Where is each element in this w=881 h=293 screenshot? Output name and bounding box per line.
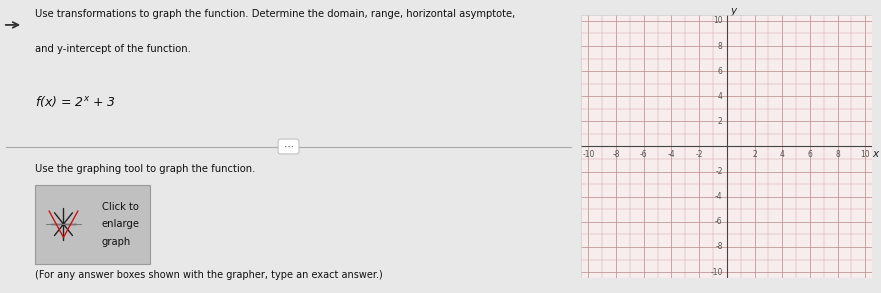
Text: 2: 2	[752, 150, 757, 159]
Text: 8: 8	[835, 150, 840, 159]
Text: -4: -4	[668, 150, 675, 159]
Text: ⋯: ⋯	[280, 142, 297, 151]
Text: -6: -6	[715, 217, 722, 226]
Text: 6: 6	[718, 67, 722, 76]
Text: Use transformations to graph the function. Determine the domain, range, horizont: Use transformations to graph the functio…	[34, 9, 515, 19]
Text: -8: -8	[715, 242, 722, 251]
Text: Use the graphing tool to graph the function.: Use the graphing tool to graph the funct…	[34, 164, 255, 174]
Text: -10: -10	[582, 150, 595, 159]
Text: -4: -4	[715, 192, 722, 201]
Text: enlarge: enlarge	[101, 219, 139, 229]
Text: -10: -10	[710, 268, 722, 277]
Text: -2: -2	[695, 150, 703, 159]
Text: 10: 10	[861, 150, 870, 159]
Text: x: x	[872, 149, 878, 159]
Text: 10: 10	[713, 16, 722, 25]
Text: 4: 4	[780, 150, 785, 159]
Text: 6: 6	[808, 150, 812, 159]
Text: 8: 8	[718, 42, 722, 51]
Text: 4: 4	[718, 92, 722, 101]
Text: f(x) = 2$^x$ + 3: f(x) = 2$^x$ + 3	[34, 94, 115, 109]
Text: graph: graph	[101, 236, 130, 246]
Text: y: y	[730, 6, 737, 16]
Text: and y-intercept of the function.: and y-intercept of the function.	[34, 44, 190, 54]
FancyBboxPatch shape	[34, 185, 150, 264]
Text: -2: -2	[715, 167, 722, 176]
Text: -8: -8	[612, 150, 620, 159]
Text: (For any answer boxes shown with the grapher, type an exact answer.): (For any answer boxes shown with the gra…	[34, 270, 382, 280]
Text: Click to: Click to	[101, 202, 138, 212]
Text: 2: 2	[718, 117, 722, 126]
Text: -6: -6	[640, 150, 648, 159]
